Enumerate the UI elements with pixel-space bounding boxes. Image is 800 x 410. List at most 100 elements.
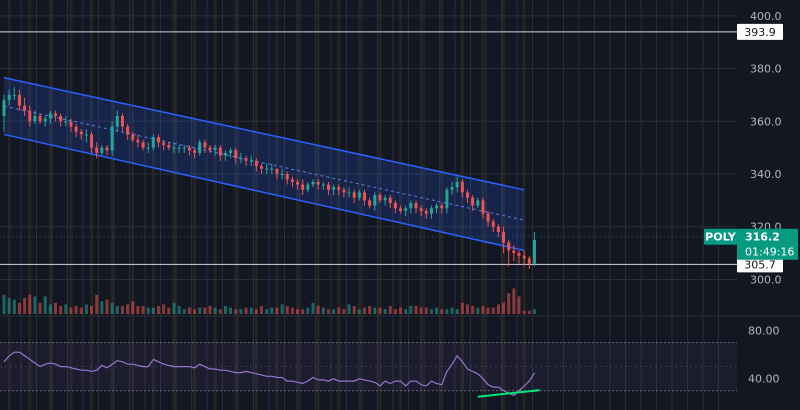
volume-bar bbox=[347, 304, 351, 314]
volume-bar bbox=[311, 302, 315, 314]
session-stripe bbox=[110, 0, 114, 410]
volume-bar bbox=[100, 301, 104, 314]
volume-bar bbox=[151, 307, 155, 314]
channel-upper-line bbox=[3, 77, 525, 191]
candle-body bbox=[399, 208, 403, 211]
candle-body bbox=[95, 147, 99, 153]
candle-body bbox=[532, 239, 536, 264]
volume-bar bbox=[229, 307, 233, 314]
candle-body bbox=[162, 142, 166, 145]
volume-bar bbox=[440, 309, 444, 314]
candle-body bbox=[203, 142, 207, 148]
volume-bar bbox=[23, 298, 27, 314]
candle-body bbox=[440, 205, 444, 209]
candle-body bbox=[43, 118, 47, 122]
candle-body bbox=[414, 203, 418, 209]
candle-body bbox=[265, 168, 269, 170]
candle-body bbox=[234, 150, 238, 159]
volume-bar bbox=[203, 307, 207, 314]
level-tag bbox=[737, 23, 783, 40]
volume-bar bbox=[64, 304, 68, 314]
candle-body bbox=[172, 147, 176, 149]
volume-bar bbox=[388, 306, 392, 314]
volume-bar bbox=[33, 296, 37, 314]
candle-body bbox=[141, 142, 145, 148]
rsi-axis-tick-label: 40.00 bbox=[748, 373, 780, 386]
candle-body bbox=[383, 197, 387, 201]
candle-body bbox=[275, 168, 279, 174]
candle-body bbox=[280, 174, 284, 175]
session-stripe bbox=[172, 0, 176, 410]
volume-bar bbox=[517, 296, 521, 314]
volume-bar bbox=[270, 307, 274, 314]
volume-bar bbox=[213, 307, 217, 314]
volume-bar bbox=[260, 306, 263, 314]
volume-bar bbox=[208, 306, 212, 314]
candle-body bbox=[187, 147, 191, 151]
candle-body bbox=[79, 131, 83, 135]
volume-bar bbox=[265, 309, 269, 314]
price-axis-tick-label: 360.0 bbox=[750, 115, 782, 128]
candle-body bbox=[12, 94, 16, 96]
session-stripe bbox=[460, 0, 464, 410]
candle-body bbox=[69, 121, 73, 127]
candle-body bbox=[254, 160, 258, 167]
candle-body bbox=[285, 174, 289, 180]
volume-bar bbox=[527, 310, 531, 314]
candle-body bbox=[388, 197, 392, 203]
candle-body bbox=[481, 200, 485, 214]
candle-body bbox=[290, 179, 294, 182]
volume-bar bbox=[326, 309, 330, 314]
channel-midline bbox=[3, 105, 525, 221]
candle-body bbox=[311, 181, 315, 185]
candle-body bbox=[100, 147, 104, 153]
candle-body bbox=[326, 184, 330, 190]
rsi-line bbox=[3, 351, 536, 397]
volume-bar bbox=[429, 309, 433, 314]
volume-bar bbox=[48, 304, 52, 314]
candle-body bbox=[455, 181, 459, 188]
candle-body bbox=[244, 158, 248, 161]
volume-bar bbox=[12, 299, 16, 314]
volume-bar bbox=[445, 309, 449, 314]
session-stripe bbox=[7, 0, 11, 410]
volume-bar bbox=[414, 306, 418, 314]
candle-body bbox=[445, 189, 449, 209]
candle-body bbox=[491, 221, 495, 227]
volume-bar bbox=[105, 299, 109, 314]
volume-bar bbox=[2, 294, 6, 314]
candle-body bbox=[486, 213, 490, 222]
volume-bar bbox=[383, 309, 387, 314]
candle-body bbox=[90, 134, 94, 148]
candle-body bbox=[342, 189, 346, 193]
candle-body bbox=[260, 166, 263, 169]
session-stripe bbox=[337, 0, 341, 410]
volume-bar bbox=[332, 309, 336, 314]
candle-body bbox=[23, 105, 27, 111]
candle-body bbox=[357, 192, 361, 198]
session-stripe bbox=[275, 0, 279, 410]
volume-bar bbox=[182, 309, 186, 314]
volume-bar bbox=[69, 307, 73, 314]
volume-bar bbox=[187, 307, 191, 314]
volume-bar bbox=[512, 288, 516, 314]
candle-body bbox=[115, 116, 119, 127]
rsi-axis-tick-label: 80.00 bbox=[748, 324, 780, 337]
session-stripe bbox=[28, 0, 32, 410]
candle-body bbox=[332, 187, 336, 190]
candle-body bbox=[409, 203, 413, 209]
candle-body bbox=[512, 250, 516, 254]
candle-body bbox=[64, 121, 68, 123]
volume-bar bbox=[54, 302, 57, 314]
volume-bar bbox=[218, 309, 222, 314]
candle-body bbox=[33, 116, 37, 122]
volume-bar bbox=[79, 307, 83, 314]
volume-bar bbox=[337, 307, 341, 314]
volume-bar bbox=[131, 301, 135, 314]
volume-bar bbox=[234, 309, 238, 314]
candle-body bbox=[7, 94, 11, 101]
candle-body bbox=[466, 192, 469, 198]
bar-countdown: 01:49:16 bbox=[745, 246, 794, 259]
candle-body bbox=[239, 158, 243, 160]
